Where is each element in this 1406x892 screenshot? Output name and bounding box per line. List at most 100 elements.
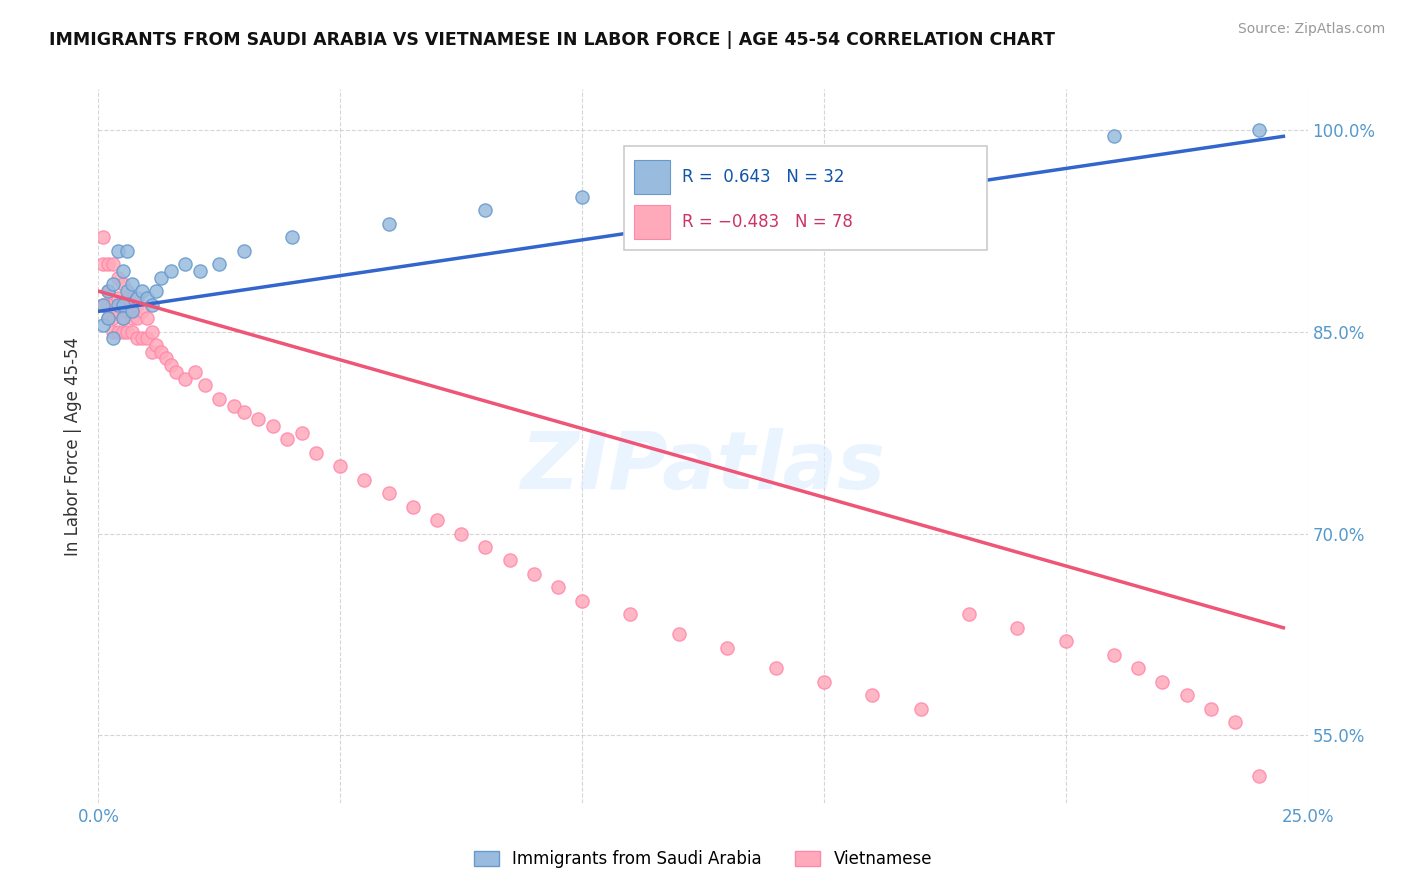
Point bbox=[1249, 122, 1271, 136]
Point bbox=[117, 284, 139, 298]
Point bbox=[571, 594, 593, 608]
Point bbox=[957, 607, 980, 622]
Point bbox=[111, 311, 134, 326]
Point bbox=[290, 425, 312, 440]
Point bbox=[141, 298, 163, 312]
Point bbox=[377, 217, 399, 231]
Point bbox=[127, 298, 149, 312]
Point bbox=[1102, 648, 1125, 662]
Point bbox=[101, 257, 124, 271]
Point bbox=[232, 244, 254, 258]
Point bbox=[1223, 714, 1246, 729]
Point bbox=[145, 338, 167, 352]
Point bbox=[145, 284, 167, 298]
Point bbox=[135, 331, 157, 345]
Point bbox=[91, 298, 114, 312]
Point bbox=[111, 298, 134, 312]
Point bbox=[121, 311, 143, 326]
Point bbox=[121, 291, 143, 305]
Point bbox=[353, 473, 375, 487]
Point bbox=[232, 405, 254, 419]
Point bbox=[276, 432, 298, 446]
Legend: Immigrants from Saudi Arabia, Vietnamese: Immigrants from Saudi Arabia, Vietnamese bbox=[467, 844, 939, 875]
Point bbox=[188, 264, 211, 278]
Point bbox=[1128, 661, 1150, 675]
Point bbox=[208, 392, 231, 406]
Point bbox=[222, 399, 245, 413]
Point bbox=[547, 580, 569, 594]
Point bbox=[813, 674, 835, 689]
Point bbox=[107, 304, 129, 318]
Text: IMMIGRANTS FROM SAUDI ARABIA VS VIETNAMESE IN LABOR FORCE | AGE 45-54 CORRELATIO: IMMIGRANTS FROM SAUDI ARABIA VS VIETNAME… bbox=[49, 31, 1056, 49]
Point bbox=[111, 325, 134, 339]
Point bbox=[91, 298, 114, 312]
Point bbox=[247, 412, 270, 426]
Point bbox=[262, 418, 284, 433]
Point bbox=[101, 298, 124, 312]
Bar bbox=[634, 160, 671, 194]
Point bbox=[91, 318, 114, 332]
Point bbox=[97, 284, 120, 298]
Point bbox=[1199, 701, 1222, 715]
Point bbox=[474, 540, 496, 554]
Point bbox=[150, 270, 173, 285]
Point bbox=[174, 372, 197, 386]
Point bbox=[150, 344, 173, 359]
Point bbox=[329, 459, 352, 474]
Point bbox=[281, 230, 304, 244]
Point bbox=[135, 311, 157, 326]
Point bbox=[107, 270, 129, 285]
Point bbox=[91, 230, 114, 244]
Point bbox=[111, 277, 134, 292]
FancyBboxPatch shape bbox=[624, 146, 987, 250]
Point bbox=[127, 291, 149, 305]
Point bbox=[127, 311, 149, 326]
Point bbox=[571, 190, 593, 204]
Point bbox=[127, 331, 149, 345]
Point bbox=[1007, 621, 1029, 635]
Point bbox=[155, 351, 177, 366]
Point bbox=[107, 244, 129, 258]
Point bbox=[107, 325, 129, 339]
Y-axis label: In Labor Force | Age 45-54: In Labor Force | Age 45-54 bbox=[65, 336, 83, 556]
Point bbox=[377, 486, 399, 500]
Point bbox=[619, 607, 641, 622]
Point bbox=[131, 304, 153, 318]
Bar bbox=[634, 205, 671, 239]
Point bbox=[716, 640, 738, 655]
Point bbox=[498, 553, 520, 567]
Point bbox=[121, 277, 143, 292]
Point bbox=[165, 365, 187, 379]
Point bbox=[160, 358, 183, 372]
Point bbox=[97, 298, 120, 312]
Point bbox=[910, 701, 932, 715]
Point bbox=[97, 311, 120, 326]
Point bbox=[668, 627, 690, 641]
Point bbox=[1152, 674, 1174, 689]
Point bbox=[121, 304, 143, 318]
Point bbox=[141, 325, 163, 339]
Point bbox=[135, 291, 157, 305]
Text: Source: ZipAtlas.com: Source: ZipAtlas.com bbox=[1237, 22, 1385, 37]
Point bbox=[107, 291, 129, 305]
Point bbox=[1054, 634, 1077, 648]
Point bbox=[111, 264, 134, 278]
Point bbox=[117, 304, 139, 318]
Point bbox=[184, 365, 207, 379]
Point bbox=[523, 566, 546, 581]
Point bbox=[450, 526, 472, 541]
Point bbox=[194, 378, 217, 392]
Point bbox=[1175, 688, 1198, 702]
Text: ZIPatlas: ZIPatlas bbox=[520, 428, 886, 507]
Point bbox=[474, 203, 496, 218]
Point bbox=[117, 291, 139, 305]
Point bbox=[860, 688, 883, 702]
Point bbox=[117, 325, 139, 339]
Point bbox=[117, 244, 139, 258]
Point bbox=[131, 331, 153, 345]
Point bbox=[101, 277, 124, 292]
Point bbox=[97, 311, 120, 326]
Point bbox=[111, 298, 134, 312]
Point bbox=[305, 446, 328, 460]
Point bbox=[101, 311, 124, 326]
